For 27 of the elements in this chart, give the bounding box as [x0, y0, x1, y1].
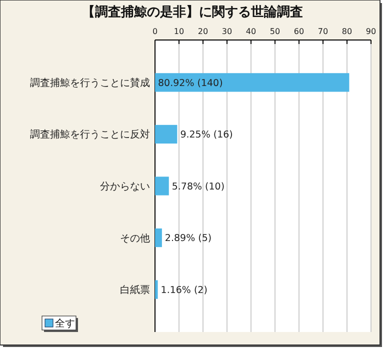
bar: [155, 280, 158, 299]
chart-title: 【調査捕鯨の是非】に関する世論調査: [82, 4, 303, 20]
x-tick-label: 60: [294, 27, 304, 36]
y-tick-label: 分からない: [100, 180, 150, 192]
x-tick-label: 30: [222, 27, 232, 36]
bar: [155, 124, 178, 144]
y-tick-label: 調査捕鯨を行うことに賛成: [30, 76, 150, 89]
y-tick-label: その他: [120, 232, 150, 244]
bar: [155, 73, 350, 92]
data-label: 80.92% (140): [158, 78, 223, 89]
data-label: 1.16% (2): [160, 284, 208, 296]
x-tick-label: 20: [198, 27, 208, 36]
x-tick-label: 80: [342, 27, 352, 36]
x-tick-label: 70: [318, 27, 328, 36]
y-tick-label: 白紙票: [120, 284, 150, 296]
x-tick-label: 0: [152, 27, 158, 36]
bar: [155, 228, 162, 248]
bar: [155, 176, 169, 196]
data-label: 2.89% (5): [164, 233, 212, 244]
x-tick-label: 10: [174, 27, 184, 36]
y-tick-label: 調査捕鯨を行うことに反対: [30, 128, 150, 141]
x-tick-label: 40: [246, 27, 256, 36]
legend-label: 全す: [55, 318, 75, 330]
data-label: 5.78% (10): [172, 181, 225, 192]
x-tick-label: 90: [366, 27, 376, 36]
x-tick-label: 50: [270, 27, 280, 36]
data-label: 9.25% (16): [180, 130, 233, 141]
